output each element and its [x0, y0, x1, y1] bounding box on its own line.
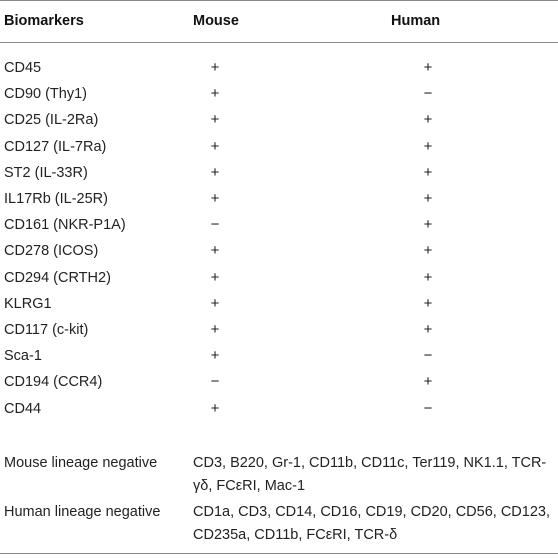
marker-cell: CD161 (NKR-P1A) — [4, 217, 126, 233]
mouse-cell: + — [210, 59, 220, 76]
marker-cell: CD117 (c-kit) — [4, 322, 89, 338]
mouse-cell: − — [210, 216, 220, 233]
human-cell: + — [423, 321, 433, 338]
mouse-cell: + — [210, 321, 220, 338]
mouse-cell: + — [210, 400, 220, 417]
marker-cell: Sca-1 — [4, 348, 42, 364]
marker-cell: CD44 — [4, 401, 42, 417]
human-cell: + — [423, 269, 433, 286]
mouse-cell: + — [210, 295, 220, 312]
header-biomarkers: Biomarkers — [4, 13, 84, 29]
marker-cell: CD90 (Thy1) — [4, 86, 87, 102]
mouse-lineage-value: CD3, B220, Gr-1, CD11b, CD11c, Ter119, N… — [193, 455, 547, 494]
human-cell: + — [423, 111, 433, 128]
marker-cell: CD294 (CRTH2) — [4, 270, 111, 286]
mouse-cell: + — [210, 269, 220, 286]
mouse-cell: + — [210, 164, 220, 181]
marker-cell: IL17Rb (IL-25R) — [4, 191, 108, 207]
human-cell: + — [423, 373, 433, 390]
human-cell: + — [423, 295, 433, 312]
mouse-cell: + — [210, 85, 220, 102]
marker-cell: CD194 (CCR4) — [4, 374, 103, 390]
marker-cell: CD25 (IL-2Ra) — [4, 112, 99, 128]
mouse-cell: + — [210, 347, 220, 364]
mouse-cell: + — [210, 190, 220, 207]
bottom-rule — [0, 553, 558, 554]
human-cell: + — [423, 138, 433, 155]
top-rule — [0, 0, 558, 1]
human-lineage-value: CD1a, CD3, CD14, CD16, CD19, CD20, CD56,… — [193, 504, 550, 543]
mouse-cell: + — [210, 111, 220, 128]
mouse-cell: − — [210, 373, 220, 390]
human-lineage-label: Human lineage negative — [4, 504, 161, 520]
header-mouse: Mouse — [193, 13, 239, 29]
marker-cell: CD278 (ICOS) — [4, 243, 99, 259]
human-cell: + — [423, 190, 433, 207]
human-cell: + — [423, 164, 433, 181]
mouse-cell: + — [210, 138, 220, 155]
human-cell: − — [423, 347, 433, 364]
header-human: Human — [391, 13, 441, 29]
marker-cell: ST2 (IL-33R) — [4, 165, 88, 181]
human-cell: + — [423, 216, 433, 233]
marker-cell: CD45 — [4, 60, 42, 76]
human-cell: + — [423, 242, 433, 259]
header-rule — [0, 42, 558, 43]
human-cell: − — [423, 400, 433, 417]
human-cell: + — [423, 59, 433, 76]
mouse-cell: + — [210, 242, 220, 259]
marker-cell: KLRG1 — [4, 296, 52, 312]
human-cell: − — [423, 85, 433, 102]
mouse-lineage-label: Mouse lineage negative — [4, 455, 158, 471]
marker-cell: CD127 (IL-7Ra) — [4, 139, 107, 155]
